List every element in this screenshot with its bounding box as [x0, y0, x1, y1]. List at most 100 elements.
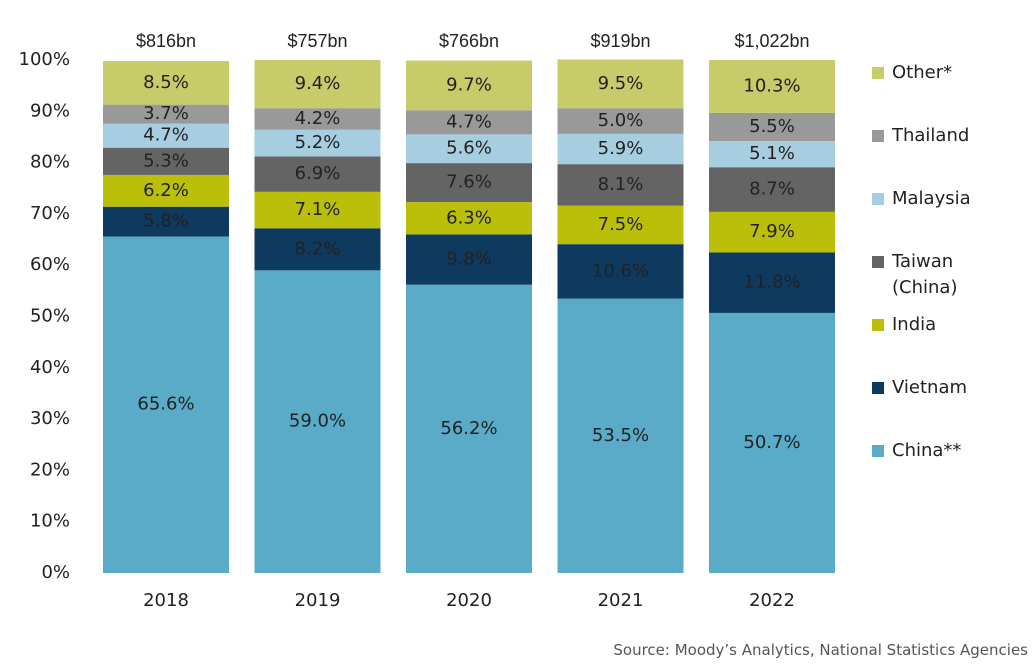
legend-swatch — [872, 256, 884, 268]
bar-segment — [709, 312, 835, 573]
data-label: 56.2% — [440, 418, 497, 439]
data-label: 5.0% — [598, 110, 644, 131]
data-label: 9.8% — [446, 249, 492, 270]
legend-label: Other* — [892, 62, 953, 83]
data-label: 53.5% — [592, 425, 649, 446]
legend-label: Malaysia — [892, 188, 971, 209]
y-tick-label: 50% — [30, 306, 70, 327]
y-tick-label: 0% — [41, 562, 70, 583]
bar-segment — [103, 147, 229, 175]
bar-segment — [103, 206, 229, 237]
bar-segment — [254, 129, 381, 157]
data-label: 59.0% — [289, 411, 346, 432]
bar-segment — [557, 108, 684, 134]
data-label: 6.3% — [446, 207, 492, 228]
bar-segment — [103, 123, 229, 148]
data-label: 50.7% — [743, 432, 800, 453]
total-label: $816bn — [136, 31, 196, 51]
y-tick-label: 10% — [30, 511, 70, 532]
legend-label: India — [892, 314, 937, 335]
data-label: 8.2% — [295, 238, 341, 259]
bar-segment — [103, 104, 229, 124]
bar-segment — [406, 284, 532, 573]
bar-segment — [557, 205, 684, 245]
y-tick-label: 20% — [30, 459, 70, 480]
data-label: 7.5% — [598, 214, 644, 235]
bar-segment — [406, 202, 532, 235]
data-label: 11.8% — [743, 272, 800, 293]
legend-label: Thailand — [892, 125, 970, 146]
data-label: 5.3% — [143, 150, 189, 171]
data-label: 10.3% — [743, 75, 800, 96]
bar-segment — [254, 270, 381, 573]
legend-item: Taiwan (China) — [872, 249, 997, 301]
total-label: $1,022bn — [734, 31, 809, 51]
data-label: 4.2% — [295, 108, 341, 129]
legend-swatch — [872, 319, 884, 331]
bar-segment — [406, 234, 532, 285]
bar-segment — [709, 211, 835, 253]
legend-label: China** — [892, 440, 962, 461]
data-label: 7.6% — [446, 172, 492, 193]
data-label: 5.2% — [295, 132, 341, 153]
bar-segment — [254, 156, 381, 192]
data-label: 5.6% — [446, 138, 492, 159]
y-tick-label: 80% — [30, 152, 70, 173]
y-tick-label: 30% — [30, 408, 70, 429]
data-label: 65.6% — [137, 394, 194, 415]
bar-segment — [406, 134, 532, 164]
legend-label: Taiwan (China) — [892, 251, 958, 298]
data-label: 9.7% — [446, 74, 492, 95]
bar-segment — [254, 191, 381, 229]
bar-segment — [557, 59, 684, 109]
data-label: 5.1% — [749, 143, 795, 164]
source: Source: Moody’s Analytics, National Stat… — [613, 641, 1028, 659]
data-label: 3.7% — [143, 103, 189, 124]
bar-segment — [103, 61, 229, 105]
bar-segment — [557, 133, 684, 165]
data-label: 7.1% — [295, 199, 341, 220]
total-label: $919bn — [590, 31, 650, 51]
legend-item: India — [872, 312, 936, 338]
data-label: 9.5% — [598, 73, 644, 94]
data-label: 5.9% — [598, 138, 644, 159]
data-label: 6.9% — [295, 163, 341, 184]
data-label: 4.7% — [446, 111, 492, 132]
data-label: 8.7% — [749, 179, 795, 200]
data-label: 8.5% — [143, 72, 189, 93]
bar-segment — [254, 228, 381, 271]
bar-segment — [254, 108, 381, 130]
data-label: 5.8% — [143, 211, 189, 232]
total-label: $766bn — [439, 31, 499, 51]
bar-segment — [406, 60, 532, 111]
legend-swatch — [872, 130, 884, 142]
x-tick-label: 2020 — [446, 590, 492, 611]
legend-swatch — [872, 382, 884, 394]
bar-segment — [103, 236, 229, 574]
bar-segment — [406, 163, 532, 203]
data-label: 4.7% — [143, 125, 189, 146]
bar-segment — [557, 298, 684, 573]
bar-segment — [709, 252, 835, 313]
legend-swatch — [872, 193, 884, 205]
legend-swatch — [872, 67, 884, 79]
data-label: 9.4% — [295, 73, 341, 94]
y-tick-label: 70% — [30, 203, 70, 224]
bar-segment — [557, 164, 684, 206]
total-label: $757bn — [287, 31, 347, 51]
legend-item: Thailand — [872, 123, 969, 149]
legend-item: Vietnam — [872, 375, 967, 401]
bar-segment — [103, 174, 229, 207]
legend-item: China** — [872, 438, 961, 464]
data-label: 8.1% — [598, 174, 644, 195]
data-label: 10.6% — [592, 260, 649, 281]
x-tick-label: 2021 — [598, 590, 644, 611]
bar-segment — [709, 60, 835, 113]
x-tick-label: 2022 — [749, 590, 795, 611]
legend-item: Other* — [872, 60, 952, 86]
bar-segment — [406, 110, 532, 135]
legend-label: Vietnam — [892, 377, 968, 398]
data-label: 5.5% — [749, 116, 795, 137]
